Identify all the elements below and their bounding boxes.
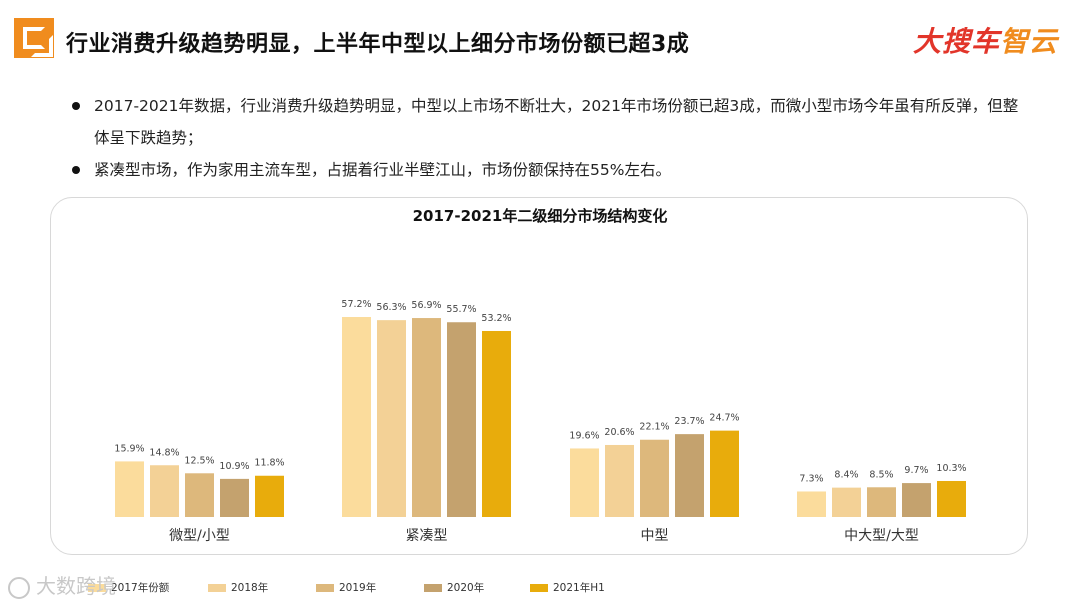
bar <box>937 480 966 517</box>
brand-logo: 大搜车智云 <box>913 20 1058 60</box>
legend-item-2020: 2020年 <box>424 580 484 595</box>
legend-label: 2018年 <box>231 582 269 594</box>
legend-swatch <box>530 584 548 592</box>
data-label: 57.2% <box>341 299 371 310</box>
watermark-text: 大数跨境 <box>36 574 116 598</box>
legend-label: 2021年H1 <box>553 582 605 594</box>
data-label: 8.5% <box>869 469 893 480</box>
bar <box>832 487 861 517</box>
bar <box>412 318 441 517</box>
brand-accent: 智云 <box>999 25 1058 58</box>
legend-item-2017: 2017年份额 <box>88 580 169 595</box>
bar <box>640 439 669 517</box>
category-label: 紧凑型 <box>406 527 448 544</box>
bar <box>447 322 476 517</box>
bar <box>185 473 214 517</box>
legend-swatch <box>208 584 226 592</box>
data-label: 8.4% <box>834 470 858 481</box>
chart-legend: 2017年份额 2018年 2019年 2020年 2021年H1 <box>0 572 1080 602</box>
brand-main: 大搜车 <box>912 25 1000 58</box>
bar <box>867 487 896 517</box>
category-label: 中型 <box>641 528 669 544</box>
data-label: 15.9% <box>114 443 144 454</box>
category-label: 中大型/大型 <box>844 528 919 544</box>
category-label: 微型/小型 <box>169 528 230 544</box>
bar <box>797 491 826 517</box>
legend-item-2019: 2019年 <box>316 580 376 595</box>
legend-label: 2020年 <box>447 582 485 594</box>
page-title: 行业消费升级趋势明显，上半年中型以上细分市场份额已超3成 <box>66 32 690 57</box>
data-label: 19.6% <box>569 430 599 441</box>
bullet-item: 紧凑型市场，作为家用主流车型，占据着行业半壁江山，市场份额保持在55%左右。 <box>72 154 1032 186</box>
bar <box>902 483 931 517</box>
data-label: 7.3% <box>799 473 823 484</box>
data-label: 20.6% <box>604 427 634 438</box>
chart-title: 2017-2021年二级细分市场结构变化 <box>413 207 668 225</box>
watermark-icon <box>8 576 30 599</box>
legend-label: 2019年 <box>339 582 377 594</box>
data-label: 23.7% <box>674 416 704 427</box>
bullet-text: 紧凑型市场，作为家用主流车型，占据着行业半壁江山，市场份额保持在55%左右。 <box>94 161 671 179</box>
data-label: 56.3% <box>376 302 406 313</box>
bar <box>482 330 511 517</box>
bullet-dot-icon <box>72 166 80 174</box>
bullet-list: 2017-2021年数据，行业消费升级趋势明显，中型以上市场不断壮大，2021年… <box>72 90 1032 186</box>
bullet-text: 2017-2021年数据，行业消费升级趋势明显，中型以上市场不断壮大，2021年… <box>94 97 1019 147</box>
bar <box>255 475 284 517</box>
bar <box>220 478 249 517</box>
data-label: 22.1% <box>639 422 669 433</box>
bar <box>377 320 406 517</box>
bar <box>150 465 179 517</box>
data-label: 14.8% <box>149 447 179 458</box>
data-label: 56.9% <box>411 300 441 311</box>
data-label: 53.2% <box>481 313 511 324</box>
data-label: 12.5% <box>184 455 214 466</box>
data-label: 10.3% <box>936 463 966 474</box>
bullet-dot-icon <box>72 102 80 110</box>
legend-item-2021h1: 2021年H1 <box>530 580 605 595</box>
data-label: 9.7% <box>904 465 928 476</box>
legend-swatch <box>316 584 334 592</box>
legend-swatch <box>424 584 442 592</box>
data-label: 24.7% <box>709 413 739 424</box>
legend-label: 2017年份额 <box>111 582 170 594</box>
bar <box>710 430 739 517</box>
bar <box>570 448 599 517</box>
logo-icon <box>14 18 54 58</box>
legend-swatch <box>88 584 106 592</box>
legend-item-2018: 2018年 <box>208 580 268 595</box>
data-label: 11.8% <box>254 458 284 469</box>
bar <box>605 444 634 517</box>
data-label: 10.9% <box>219 461 249 472</box>
bar <box>115 461 144 517</box>
bar <box>342 317 371 517</box>
chart-panel <box>50 197 1028 555</box>
data-label: 55.7% <box>446 304 476 315</box>
bar <box>675 434 704 517</box>
bullet-item: 2017-2021年数据，行业消费升级趋势明显，中型以上市场不断壮大，2021年… <box>72 90 1032 154</box>
watermark: 大数跨境 <box>8 570 116 599</box>
